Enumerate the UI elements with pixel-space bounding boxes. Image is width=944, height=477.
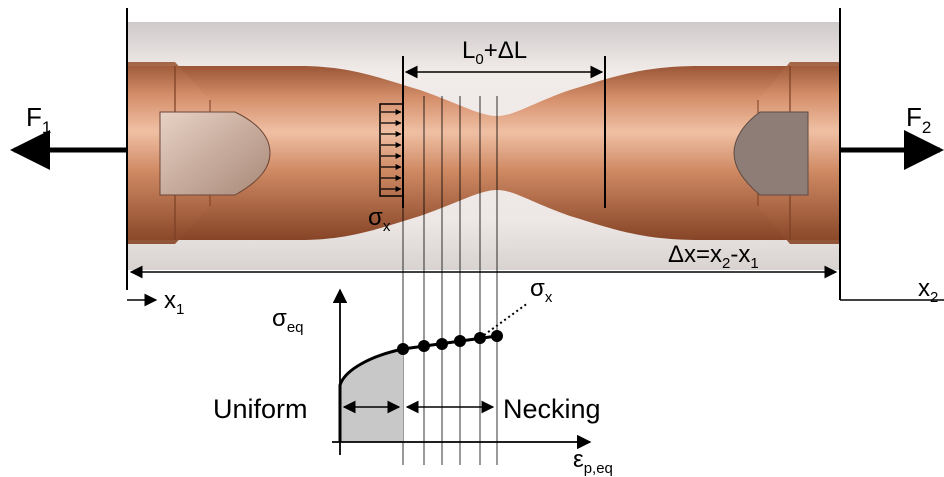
x2-label: x2 <box>918 275 938 306</box>
curve-point <box>436 338 448 350</box>
force-left-label: F1 <box>26 102 51 137</box>
curve-point <box>418 340 430 352</box>
curve-point <box>397 343 409 355</box>
delta-x-label: Δx=x2-x1 <box>668 241 759 272</box>
right-grip-mark <box>733 111 809 196</box>
curve-point <box>491 330 503 342</box>
force-right-label: F2 <box>906 102 931 137</box>
necking-label: Necking <box>503 394 601 424</box>
x1-label: x1 <box>164 287 184 318</box>
uniform-label: Uniform <box>213 394 308 424</box>
curve-point <box>454 335 466 347</box>
sigma-x-curve-label: σx <box>530 275 553 306</box>
stress-strain-graph <box>332 288 592 455</box>
sigma-x-extrapolation <box>479 302 529 339</box>
strain-axis-label: εp,eq <box>573 446 613 477</box>
sigma-eq-axis-label: σeq <box>272 305 304 336</box>
sigma-x-label: σx <box>368 204 391 235</box>
stress-distribution <box>379 103 404 197</box>
gauge-length-label: L0+ΔL <box>462 37 527 68</box>
uniform-region-fill <box>340 349 403 442</box>
curve-point <box>474 332 486 344</box>
left-grip-mark <box>159 111 271 196</box>
